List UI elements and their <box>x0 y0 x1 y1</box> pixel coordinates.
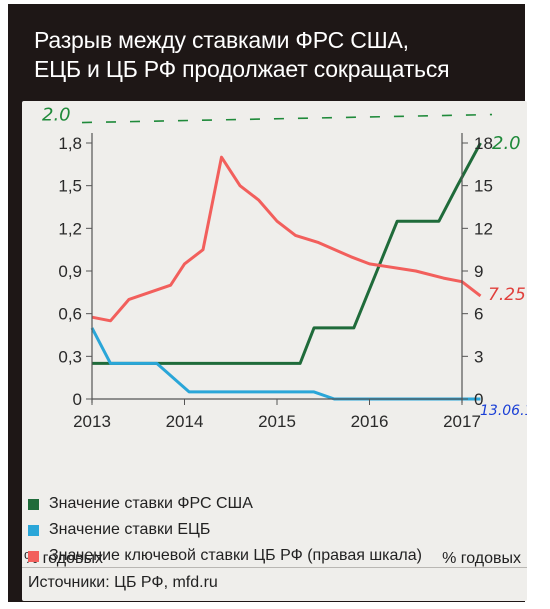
right-tick-label: 12 <box>474 219 493 238</box>
line-chart: 0 0,3 0,6 0,9 1,2 1,5 1,8 0 3 6 9 12 15 18 2013 2014 201… <box>42 105 527 431</box>
left-tick-label: 0,3 <box>58 347 82 366</box>
x-tick-label: 2016 <box>351 412 389 431</box>
annotation-right-top: 2.0 % <box>492 133 527 154</box>
series-line-0 <box>92 142 482 365</box>
right-tick-label: 18 <box>474 134 493 153</box>
right-axis-unit: % годовых <box>442 550 521 567</box>
x-tick-label: 2014 <box>166 412 204 431</box>
source-divider <box>22 567 527 568</box>
left-axis-unit: % годовых <box>24 550 103 567</box>
source-text: Источники: ЦБ РФ, mfd.ru <box>28 574 218 591</box>
legend-label-ecb: Значение ставки ЕЦБ <box>49 521 211 538</box>
chart-title: Разрыв между ставками ФРС США, ЕЦБ и ЦБ … <box>34 26 514 84</box>
right-tick-label: 15 <box>474 177 493 196</box>
legend-label-fed: Значение ставки ФРС США <box>49 495 253 512</box>
left-tick-label: 1,8 <box>58 134 82 153</box>
chart-frame: Разрыв между ставками ФРС США, ЕЦБ и ЦБ … <box>8 4 527 602</box>
annotation-left-top: 2.0 <box>42 105 71 126</box>
right-tick-label: 9 <box>474 262 483 281</box>
right-tick-label: 0 <box>474 390 483 409</box>
x-tick-label: 2013 <box>73 412 111 431</box>
legend-item-fed: Значение ставки ФРС США <box>28 491 508 517</box>
left-tick-label: 0 <box>73 390 82 409</box>
series-line-2 <box>91 155 482 323</box>
legend: Значение ставки ФРС США Значение ставки … <box>28 491 508 569</box>
left-tick-label: 1,2 <box>58 219 82 238</box>
right-tick-label: 6 <box>474 305 483 324</box>
title-line-2: ЕЦБ и ЦБ РФ продолжает сокращаться <box>34 56 450 82</box>
legend-item-cbr: Значение ключевой ставки ЦБ РФ (правая ш… <box>28 543 508 569</box>
legend-swatch-fed <box>28 498 39 510</box>
left-tick-label: 1,5 <box>58 177 82 196</box>
annotation-dashed-line <box>81 113 493 124</box>
x-tick-label: 2017 <box>443 412 481 431</box>
title-line-1: Разрыв между ставками ФРС США, <box>34 27 409 53</box>
left-tick-label: 0,9 <box>58 262 82 281</box>
left-tick-label: 0,6 <box>58 305 82 324</box>
chart-panel: 0 0,3 0,6 0,9 1,2 1,5 1,8 0 3 6 9 12 15 18 2013 2014 201… <box>22 101 527 601</box>
legend-item-ecb: Значение ставки ЕЦБ <box>28 517 508 543</box>
legend-swatch-cbr <box>28 550 39 562</box>
annotation-ecb-end: 13.06.18 <box>480 403 527 419</box>
annotation-cbr-end: 7.25 % <box>488 285 527 305</box>
legend-label-cbr: Значение ключевой ставки ЦБ РФ (правая ш… <box>49 547 422 564</box>
legend-swatch-ecb <box>28 524 39 536</box>
x-tick-label: 2015 <box>258 412 296 431</box>
right-tick-label: 3 <box>474 347 483 366</box>
